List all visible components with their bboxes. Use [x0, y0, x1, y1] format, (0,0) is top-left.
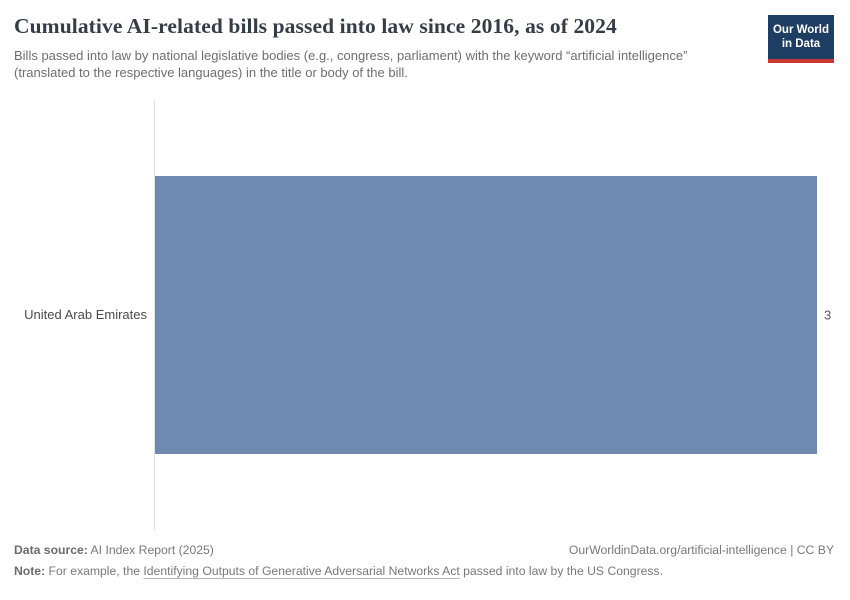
owid-logo-red-strip: [768, 58, 834, 63]
note-text-suffix: passed into law by the US Congress.: [463, 564, 663, 578]
owid-logo[interactable]: Our World in Data: [768, 15, 834, 63]
footer-note-row: Note: For example, the Identifying Outpu…: [14, 564, 834, 580]
footer-source-row: Data source: AI Index Report (2025) OurW…: [14, 543, 834, 557]
owid-logo-line2: in Data: [781, 38, 821, 51]
chart-subtitle: Bills passed into law by national legisl…: [14, 47, 688, 80]
owid-logo-line1: Our World: [772, 24, 829, 36]
data-source-label: Data source:: [14, 543, 88, 557]
y-axis-entity-label: United Arab Emirates: [24, 307, 147, 323]
chart-body: United Arab Emirates 3: [0, 100, 850, 530]
note-act-link[interactable]: Identifying Outputs of Generative Advers…: [143, 564, 460, 578]
y-axis-labels: United Arab Emirates: [0, 100, 154, 530]
bar-united-arab-emirates[interactable]: [155, 176, 817, 454]
chart-footer: Data source: AI Index Report (2025) OurW…: [0, 530, 850, 580]
plot-area: 3: [154, 100, 831, 530]
attribution-link[interactable]: OurWorldinData.org/artificial-intelligen…: [568, 543, 834, 557]
chart-header-text: Cumulative AI-related bills passed into …: [14, 14, 719, 81]
note-label: Note:: [14, 564, 46, 578]
note-text-prefix: For example, the: [48, 564, 140, 578]
bar-value-label: 3: [824, 307, 832, 323]
data-source-value: AI Index Report (2025): [90, 543, 214, 557]
chart-title: Cumulative AI-related bills passed into …: [14, 14, 617, 38]
chart-header: Cumulative AI-related bills passed into …: [0, 0, 850, 100]
owid-logo-box: Our World in Data: [768, 15, 834, 59]
data-source-line: Data source: AI Index Report (2025): [14, 543, 214, 557]
